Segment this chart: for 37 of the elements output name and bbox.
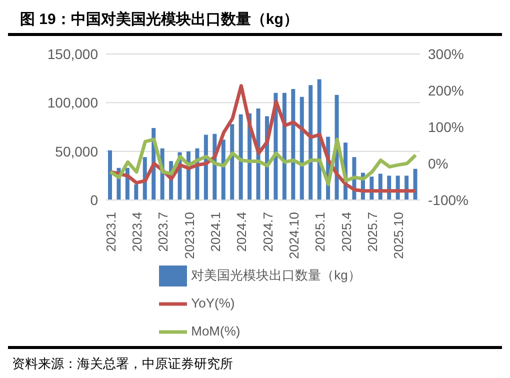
x-tick-label: 2023.10 xyxy=(182,212,197,259)
bar xyxy=(291,89,296,200)
x-tick-label: 2024.4 xyxy=(234,212,250,252)
x-tick-label: 2023.4 xyxy=(130,212,145,252)
y-tick-label: 0 xyxy=(90,192,98,208)
x-tick-label: 2025.7 xyxy=(365,212,380,252)
legend-label: YoY(%) xyxy=(191,295,235,310)
bar xyxy=(413,168,418,200)
x-tick-label: 2024.10 xyxy=(286,212,302,259)
x-tick-label: 2023.7 xyxy=(156,212,171,252)
y-tick-label: 50,000 xyxy=(55,143,98,160)
bar xyxy=(238,114,243,200)
line-series xyxy=(108,84,418,193)
y2-tick-label: 100% xyxy=(428,118,464,135)
bar xyxy=(134,184,138,200)
bar xyxy=(300,96,304,200)
line-series xyxy=(108,138,418,186)
x-tick-label: 2025.4 xyxy=(338,212,354,252)
x-tick-label: 2025.1 xyxy=(312,212,328,252)
y2-tick-label: -100% xyxy=(428,192,468,208)
x-tick-label: 2024.7 xyxy=(260,212,276,252)
y-tick-label: 100,000 xyxy=(47,94,98,111)
legend-label: 对美国光模块出口数量（kg） xyxy=(191,267,361,282)
y2-tick-label: 300% xyxy=(428,46,464,62)
bar xyxy=(221,140,226,200)
bar xyxy=(108,150,112,200)
y2-tick-label: 200% xyxy=(428,82,464,98)
x-tick-label: 2025.10 xyxy=(391,212,406,259)
x-tick-label: 2023.1 xyxy=(103,212,118,252)
text: 资料来源：海关总署，中原证券研究所 xyxy=(8,346,502,373)
bar xyxy=(308,85,313,200)
x-tick-label: 2024.1 xyxy=(208,212,224,252)
y-tick-label: 150,000 xyxy=(47,46,98,62)
legend-label: MoM(%) xyxy=(191,323,240,338)
y2-tick-label: 0% xyxy=(428,155,448,172)
bar xyxy=(230,124,234,200)
chart-title: 图 19：中国对美国光模块出口数量（kg） xyxy=(8,8,502,36)
